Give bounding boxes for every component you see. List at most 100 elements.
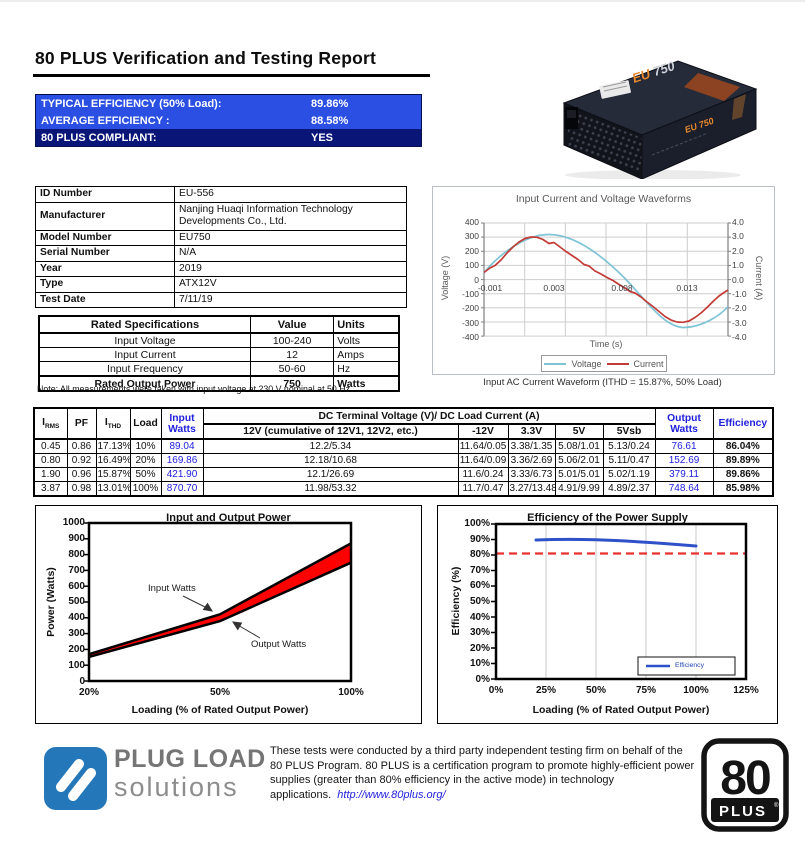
tick-label: 100% xyxy=(338,687,364,698)
tick-label: 125% xyxy=(733,685,759,696)
rated-row: Input Frequency 50-60 Hz xyxy=(38,361,400,377)
col-header-load: Load xyxy=(129,407,162,440)
cell-load: 50% xyxy=(129,467,162,482)
col-header-efficiency: Efficiency xyxy=(712,407,774,440)
unit-info-table: ID Number EU-556 Manufacturer Nanjing Hu… xyxy=(35,186,407,308)
efficiency-yaxis-ticks: 100% 90% 80% 70% 60% 50% 40% 30% 20% 10% 0% xyxy=(454,518,490,685)
cell-efficiency: 89.86% xyxy=(712,467,774,482)
waveform-xaxis-ticks: -0.001 0.003 0.008 0.013 xyxy=(433,283,774,295)
power-xaxis-ticks: 20% 50% 100% xyxy=(36,687,421,699)
cell-output-watts: 379.11 xyxy=(654,467,714,482)
tick-label: 300 xyxy=(68,628,85,640)
tick-label: 100 xyxy=(464,260,479,271)
waveform-legend: Voltage Current xyxy=(541,355,667,372)
power-plot xyxy=(84,521,353,683)
tick-label: 90% xyxy=(469,533,490,545)
info-row: Test Date 7/11/19 xyxy=(35,291,407,308)
efficiency-legend-label: Efficiency xyxy=(675,662,704,669)
80plus-link[interactable]: http://www.80plus.org/ xyxy=(337,788,446,801)
cell-3v3: 3.38/1.35 xyxy=(507,438,556,454)
col-header-irms: IRMS xyxy=(33,407,68,440)
tick-label: 20% xyxy=(78,687,100,698)
col-subheader-rail: 12V (cumulative of 12V1, 12V2, etc.) xyxy=(202,423,459,440)
efficiency-xaxis-title: Loading (% of Rated Output Power) xyxy=(532,704,710,716)
rated-units: Hz xyxy=(333,361,400,377)
efficiency-xaxis-ticks: 0% 25% 50% 75% 100% 125% xyxy=(438,685,777,697)
tick-label: 25% xyxy=(535,685,557,696)
rated-header-value: Value xyxy=(249,315,335,334)
cell-5v: 5.01/5.01 xyxy=(554,467,604,482)
tick-label: -400 xyxy=(461,332,479,342)
current-legend-line xyxy=(606,362,629,365)
power-band-fill xyxy=(89,543,351,657)
badge-registered-mark: ® xyxy=(774,802,779,809)
cell-load: 100% xyxy=(129,481,162,497)
info-row: ID Number EU-556 xyxy=(35,186,407,203)
col-subheader-rail: 5V xyxy=(554,423,604,440)
cell-5v: 4.91/9.99 xyxy=(554,481,604,497)
input-watts-line xyxy=(88,542,352,656)
efficiency-chart-title: Efficiency of the Power Supply xyxy=(527,512,688,524)
cell-efficiency: 86.04% xyxy=(712,438,774,454)
tick-label: 60% xyxy=(469,580,490,592)
tick-label: 200 xyxy=(68,644,85,656)
cell-5v: 5.06/2.01 xyxy=(554,453,604,468)
tick-label: 0.013 xyxy=(676,283,698,293)
tick-label: -4.0 xyxy=(732,332,747,342)
summary-row: 80 PLUS COMPLIANT: YES xyxy=(36,129,421,146)
summary-row: AVERAGE EFFICIENCY : 88.58% xyxy=(36,112,421,129)
rated-row: Input Current 12 Amps xyxy=(38,347,400,362)
tick-label: 10% xyxy=(469,658,490,670)
col-subheader-rail: 5Vsb xyxy=(602,423,656,440)
cell-neg12v: 11.7/0.47 xyxy=(457,481,509,497)
output-watts-line xyxy=(88,561,352,659)
tick-label: 0% xyxy=(488,685,504,696)
cell-pf: 0.98 xyxy=(66,481,97,497)
col-subheader-rail: 3.3V xyxy=(507,423,556,440)
current-legend-label: Current xyxy=(633,358,664,369)
rated-value: 12 xyxy=(249,347,335,362)
cell-load: 20% xyxy=(129,453,162,468)
psu-top-label: EU750 xyxy=(630,58,677,86)
summary-value: 89.86% xyxy=(311,97,349,110)
info-value: EU-556 xyxy=(174,186,407,203)
tick-label: 400 xyxy=(68,612,85,624)
cell-input-watts: 870.70 xyxy=(160,481,204,497)
efficiency-legend-box xyxy=(637,656,736,676)
rated-name: Input Voltage xyxy=(38,332,251,348)
cell-irms: 0.80 xyxy=(33,453,68,468)
tick-label: -100 xyxy=(461,288,479,299)
cell-ithd: 17.13% xyxy=(95,438,131,454)
col-header-input-watts: Input Watts xyxy=(160,407,204,440)
waveform-yaxis-left-title: Voltage (V) xyxy=(440,255,450,301)
tick-label: 600 xyxy=(68,580,85,592)
tick-label: -2.0 xyxy=(732,303,747,314)
info-row: Model Number EU750 xyxy=(35,229,407,246)
info-row: Manufacturer Nanjing Huaqi Information T… xyxy=(35,201,407,231)
cell-pf: 0.86 xyxy=(66,438,97,454)
tick-label: 0.0 xyxy=(732,274,744,285)
cell-ithd: 13.01% xyxy=(95,481,131,497)
cell-12v: 11.98/53.32 xyxy=(202,481,459,497)
rated-value: 100-240 xyxy=(249,332,335,348)
tick-label: -300 xyxy=(461,317,479,328)
power-yaxis-ticks: 1000 900 800 700 600 500 400 300 200 100 0 xyxy=(46,517,85,687)
cell-output-watts: 152.69 xyxy=(654,453,714,468)
info-value: EU750 xyxy=(174,229,407,246)
cell-output-watts: 748.64 xyxy=(654,481,714,497)
rated-units: Amps xyxy=(333,347,400,362)
tick-label: 80% xyxy=(469,549,490,561)
cell-12v: 12.2/5.34 xyxy=(202,438,459,454)
cell-pf: 0.96 xyxy=(66,467,97,482)
tick-label: -0.001 xyxy=(477,283,503,293)
tick-label: 20% xyxy=(469,642,490,654)
cell-efficiency: 89.89% xyxy=(712,453,774,468)
rated-header-units: Units xyxy=(333,315,400,334)
page-title: 80 PLUS Verification and Testing Report xyxy=(35,48,377,68)
info-label: ID Number xyxy=(35,186,175,203)
info-value: 2019 xyxy=(174,260,407,277)
cell-load: 10% xyxy=(129,438,162,454)
measurement-row: 0.45 0.86 17.13% 10% 89.04 12.2/5.34 11.… xyxy=(33,438,774,454)
input-watts-annotation: Input Watts xyxy=(148,583,196,594)
summary-table: TYPICAL EFFICIENCY (50% Load): 89.86% AV… xyxy=(35,94,422,147)
